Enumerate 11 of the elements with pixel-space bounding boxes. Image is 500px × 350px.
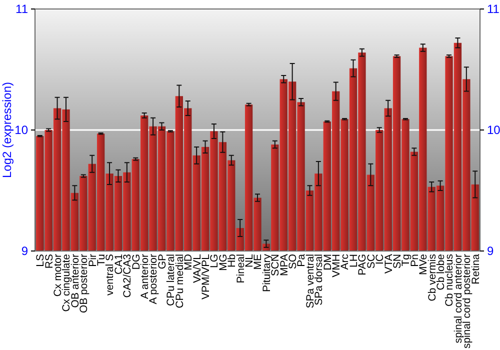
y-tick-label: 9 bbox=[21, 244, 28, 258]
x-tick-label: DG bbox=[130, 254, 142, 270]
y-tick-label: 11 bbox=[16, 2, 28, 16]
y2-tick-label: 10 bbox=[487, 122, 500, 137]
x-tick-label: OB posterior bbox=[78, 254, 90, 313]
y2-tick-label: 9 bbox=[487, 244, 494, 258]
x-tick-label: RS bbox=[43, 254, 56, 269]
y2-tick-label: 11 bbox=[487, 2, 500, 16]
x-tick-label: SO bbox=[286, 254, 299, 270]
y-axis-title: Log2 (expression) bbox=[0, 82, 14, 178]
y-tick-label: 10 bbox=[14, 122, 28, 137]
